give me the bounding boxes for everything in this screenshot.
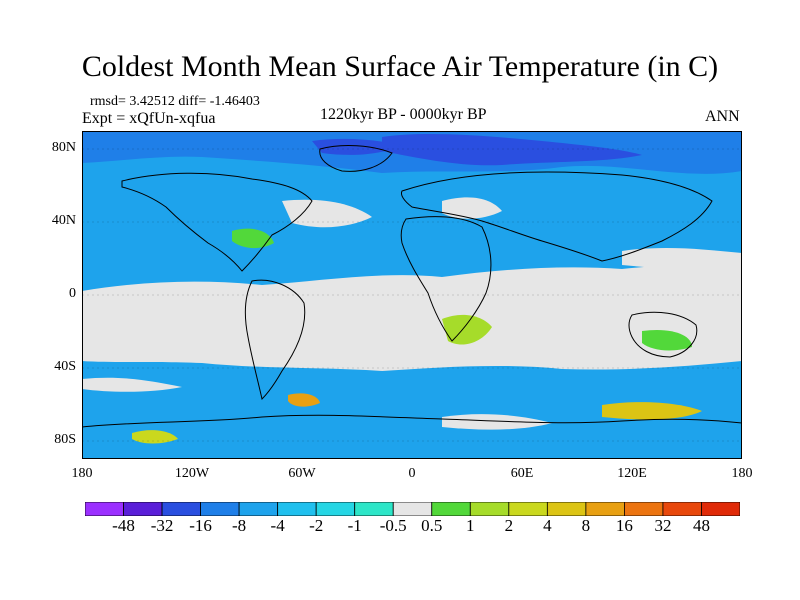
southern-neutral-patch-west: [82, 377, 182, 392]
map-title: Coldest Month Mean Surface Air Temperatu…: [81, 50, 719, 83]
colorbar-swatch: [123, 502, 163, 516]
colorbar-label: -48: [112, 516, 135, 535]
graticule: [82, 148, 742, 442]
colorbar-swatch: [624, 502, 664, 516]
colorbar-swatch: [85, 502, 124, 516]
lon-label: 180: [731, 466, 753, 481]
weddell-warm-patch: [288, 393, 320, 407]
ross-sea-warm-patch: [132, 430, 178, 444]
season-label: ANN: [705, 108, 740, 125]
map-frame: [82, 131, 742, 459]
colorbar-swatch: [431, 502, 471, 516]
colorbar-label: -1: [347, 516, 362, 535]
greenland-outline: [319, 145, 393, 172]
colorbar-swatch: [277, 502, 317, 516]
colorbar-label: -2: [309, 516, 324, 535]
lon-label: 120E: [617, 466, 647, 481]
colorbar-label: 8: [581, 516, 591, 535]
antarctic-warm-patch: [602, 402, 702, 420]
colorbar-swatch: [161, 502, 201, 516]
lat-label: 0: [69, 286, 76, 301]
australia-warm-patch: [642, 329, 692, 351]
experiment-label: Expt = xQfUn-xqfua: [82, 110, 216, 127]
colorbar-label: 4: [543, 516, 552, 535]
tropical-neutral-band: [82, 263, 742, 371]
colorbar-swatch: [662, 502, 702, 516]
africa-outline: [400, 216, 492, 342]
colorbar-swatch: [585, 502, 625, 516]
colorbar-label: 2: [504, 516, 514, 535]
period-label: 1220kyr BP - 0000kyr BP: [320, 106, 487, 123]
colorbar-label: 1: [466, 516, 475, 535]
colorbar-swatch: [546, 502, 587, 516]
lat-label: 40N: [51, 213, 76, 229]
colorbar-label: -16: [189, 516, 212, 535]
south-america-outline: [244, 279, 306, 400]
rmsd-diff-stats: rmsd= 3.42512 diff= -1.46403: [90, 94, 260, 109]
colorbar-label: -8: [232, 516, 247, 535]
australia-outline: [628, 311, 698, 358]
colorbar-swatch: [315, 502, 356, 516]
colorbar-swatch: [354, 502, 394, 516]
north-america-outline: [121, 172, 313, 272]
southern-neutral-patch-east: [442, 414, 552, 430]
lon-label: 120W: [174, 466, 210, 481]
colorbar-label: 48: [692, 516, 710, 535]
colorbar-swatch: [392, 502, 433, 516]
lat-label: 40S: [54, 358, 76, 374]
lon-label: 180: [71, 466, 93, 481]
greenland-cold-patch: [312, 138, 402, 155]
lon-label: 0: [408, 466, 416, 481]
temperature-map: [82, 131, 742, 459]
lon-label: 60W: [288, 466, 316, 481]
arctic-coldest-patch: [382, 134, 642, 166]
colorbar-swatch: [508, 502, 548, 516]
colorbar: [85, 502, 740, 516]
north-america-warm-patch: [232, 228, 274, 249]
lat-label: 80S: [54, 431, 76, 447]
colorbar-label: -4: [270, 516, 285, 535]
eurasia-neutral-patch: [442, 197, 502, 219]
southern-africa-warm-patch: [442, 314, 492, 345]
eurasia-outline: [401, 171, 713, 262]
colorbar-label: 16: [615, 516, 633, 535]
colorbar-label: 0.5: [421, 516, 443, 535]
lon-label: 60E: [510, 466, 534, 481]
antarctica-outline: [82, 414, 742, 428]
colorbar-swatch: [701, 502, 740, 516]
colorbar-label: 32: [654, 516, 672, 535]
lat-label: 80N: [51, 140, 76, 156]
atlantic-neutral-patch: [282, 199, 372, 228]
colorbar-label: -0.5: [379, 516, 407, 535]
colorbar-swatch: [238, 502, 279, 516]
colorbar-label: -32: [150, 516, 174, 535]
colorbar-swatch: [200, 502, 240, 516]
colorbar-swatch: [469, 502, 510, 516]
pacific-neutral-patch: [622, 247, 742, 270]
coastlines: [82, 145, 742, 428]
